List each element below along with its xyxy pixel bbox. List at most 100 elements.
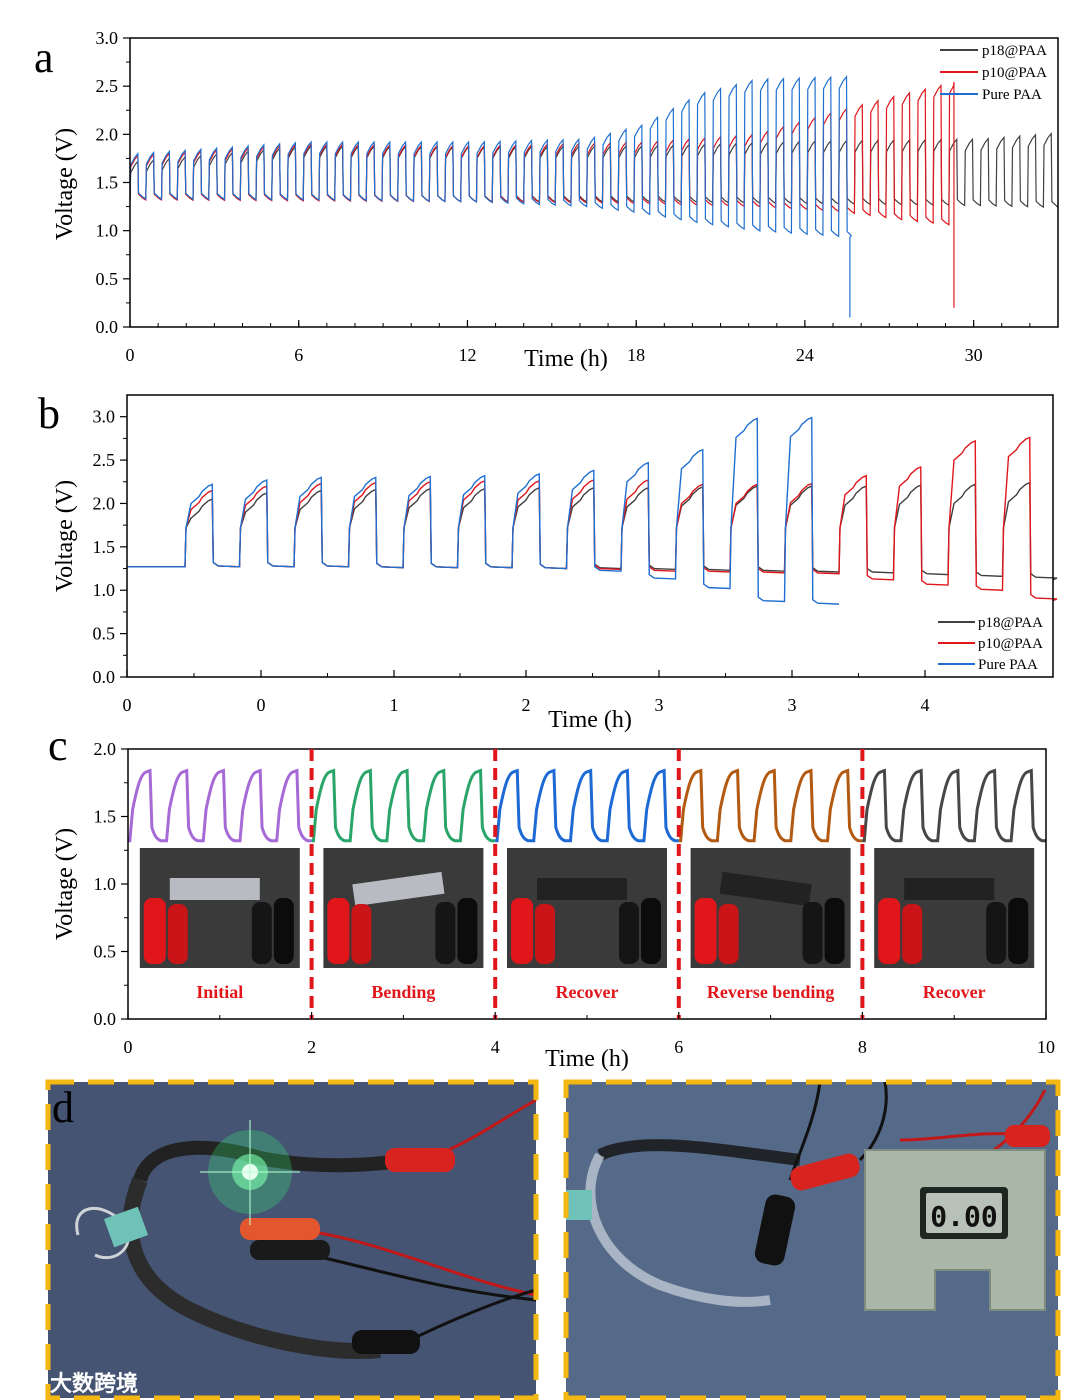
panel-a-frame [129,37,1059,328]
panel-a-ytick-label: 0.0 [96,317,119,337]
panel-c-axes: 0 2 4 6 8 10 0.0 0.5 1.0 1.5 2.0 [94,739,1056,1057]
panel-b-ytick-label: 2.0 [93,493,116,513]
meter-binder-clip [566,1190,592,1220]
binder-clip [103,1206,149,1248]
photo-red-clip-icon [167,904,188,964]
panel-c-xtick-label: 6 [674,1037,683,1057]
panel-c-ylabel: Voltage (V) [52,828,78,940]
panel-a-ylabel: Voltage (V) [52,128,78,240]
panel-a-axes: 0 6 12 18 24 30 0.0 0.5 1.0 1.5 2.0 2.5 3.0 [96,28,1059,365]
photo-black-clip-icon [986,902,1007,964]
photo-black-clip-icon [251,902,272,964]
photo-red-clip-icon [718,904,739,964]
panel-b-ytick-label: 1.5 [93,537,116,557]
panel-a-series-2 [129,75,853,318]
panel-a-ytick-label: 1.5 [96,173,119,193]
black-clip-bottom [352,1330,420,1354]
panel-b-xtick-label: 4 [921,695,930,715]
panel-b-xtick-label: 0 [123,695,132,715]
panel-c-segment-1 [311,768,496,843]
panel-c-segment-0 [128,768,312,843]
panel-a-legend-label: p18@PAA [982,43,1047,59]
panel-c-ytick-label: 0.0 [94,1009,117,1029]
panel-a-ytick-label: 3.0 [96,28,119,48]
panel-a-ytick-label: 1.0 [96,221,119,241]
panel-b-frame [126,394,1054,678]
panel-label-b: b [38,389,60,438]
photo-red-clip-icon [511,898,533,964]
red-clip-middle [240,1218,320,1240]
panel-c-ytick-label: 2.0 [94,739,117,759]
photo-battery-strip [904,878,995,900]
panel-c-xtick-label: 2 [307,1037,316,1057]
photo-black-clip-icon [273,898,294,964]
timer-meter-screen [926,1193,1002,1233]
panel-a-ytick-label: 2.5 [96,76,119,96]
panel-c-photo-3 [690,848,851,968]
panel-a-xtick-label: 24 [796,345,814,365]
panel-c-ytick-label: 1.0 [94,874,117,894]
panel-a-series-1 [129,81,955,308]
photo-black-clip-icon [457,898,478,964]
panel-label-d: d [52,1083,74,1132]
panel-c-xtick-label: 4 [491,1037,500,1057]
panel-c-photo-2 [507,848,667,968]
timer-meter-reading: 0.00 [930,1200,997,1233]
photo-background [323,848,484,968]
photo-background [507,848,667,968]
panel-a-xtick-label: 18 [627,345,645,365]
panel-c-stage-labels: Initial Bending Recover Reverse bending Reco… [196,982,985,1002]
panel-c-stage-label: Recover [923,982,986,1002]
panel-b-legend-label: p18@PAA [978,615,1043,631]
photo-meter-border [563,1079,1061,1400]
panel-b-xtick-label: 1 [390,695,399,715]
panel-a-plot [129,75,1059,318]
photo-black-clip-icon [435,902,456,964]
photo-led-demo: d 大数跨境 [11,1082,537,1398]
photo-background [139,848,300,968]
panel-b-xtick-label: 3 [788,695,797,715]
panel-c-stage-label: Initial [196,982,243,1002]
black-clip-middle [250,1240,330,1260]
panel-b-ytick-label: 1.0 [93,580,116,600]
photo-battery-strip [169,878,260,900]
panel-b-legend-label: p10@PAA [978,636,1043,652]
meter-black-clip [754,1194,796,1266]
panel-c-photo-4 [874,848,1035,968]
meter-red-clip-right [1005,1125,1050,1147]
panel-a-ytick-label: 2.0 [96,124,119,144]
panel-a-xtick-label: 30 [965,345,983,365]
panel-b-ytick-label: 0.0 [93,667,116,687]
photo-red-clip-icon [694,898,717,964]
photo-black-clip-icon [1008,898,1029,964]
red-clip-top [385,1148,455,1172]
photo-background [690,848,851,968]
panel-c-dividers [309,749,865,1019]
panel-c-stage-label: Bending [371,982,435,1002]
photo-black-clip-icon [824,898,845,964]
panel-b-ytick-label: 3.0 [93,407,116,427]
photo-red-clip-icon [878,898,901,964]
panel-c-plot [128,768,1046,843]
panel-a-xtick-label: 0 [126,345,135,365]
panel-b-xlabel: Time (h) [548,707,632,733]
red-wire-middle [299,1228,537,1297]
panel-c-ytick-label: 1.5 [94,807,117,827]
panel-b-xtick-label: 2 [522,695,531,715]
panel-b-xtick-label: 3 [655,695,664,715]
panel-b-ytick-label: 0.5 [93,624,116,644]
photo-meter-demo: 0.00 [566,1081,1058,1398]
panel-b-series-1 [127,436,1058,602]
panel-a-xlabel: Time (h) [524,346,608,372]
meter-red-clip-left [790,1153,860,1191]
panel-b-axes: 0 0 1 2 3 3 4 0.0 0.5 1.0 1.5 2.0 2.5 3.0 [93,407,930,715]
panel-a-legend: p18@PAA p10@PAA Pure PAA [940,43,1047,103]
watermark-logo-icon [11,1372,33,1394]
panel-b-xtick-label: 0 [257,695,266,715]
panel-a-legend-label: p10@PAA [982,65,1047,81]
panel-a-legend-label: Pure PAA [982,87,1042,103]
panel-b: b 0 0 1 2 3 3 40.00.51.01.52.02.53.0 Time (h) … [38,389,1058,733]
panel-c-stage-label: Recover [556,982,619,1002]
panel-label-c: c [48,721,68,770]
